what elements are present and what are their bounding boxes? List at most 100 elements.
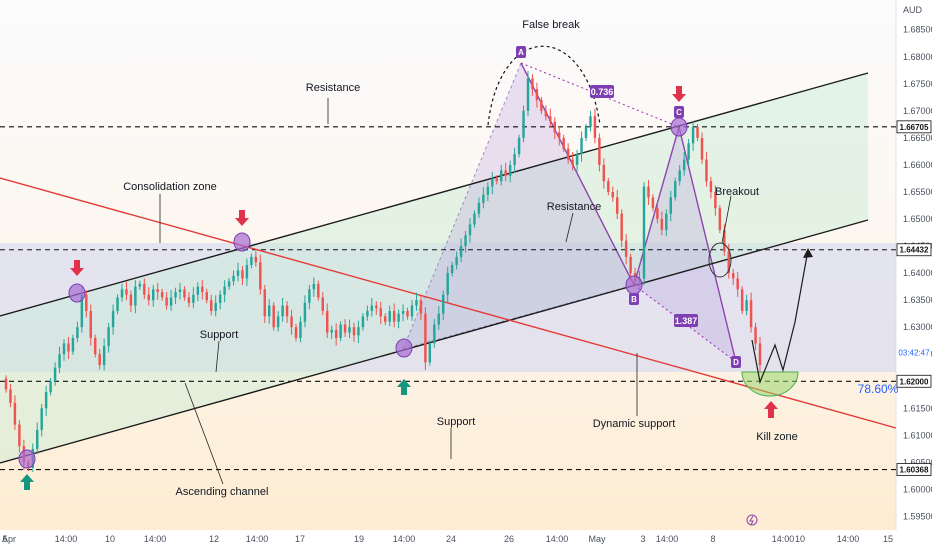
- candle-body: [272, 305, 275, 328]
- harmonic-point-badge: [674, 106, 684, 118]
- red-up-arrow-icon: [764, 401, 778, 418]
- countdown-label: 03:42:47: [898, 349, 930, 358]
- candle-body: [424, 313, 427, 363]
- candle-body: [192, 294, 195, 303]
- candle-body: [40, 408, 43, 430]
- level-tag-label: 1.62000: [900, 377, 929, 386]
- price-level-tags: 1.66705 1.64432 1.62000 1.60368 03:42:47: [896, 120, 932, 476]
- candle-body: [745, 300, 748, 311]
- price-tick-label: 1.66500: [903, 133, 932, 143]
- candle-body: [727, 251, 730, 274]
- price-tick-label: 1.59500: [903, 511, 932, 521]
- candle-body: [486, 186, 490, 195]
- candle-body: [138, 283, 142, 287]
- candle-body: [669, 197, 672, 214]
- candle-body: [624, 240, 628, 257]
- candle-body: [696, 127, 699, 138]
- candle-body: [642, 186, 646, 279]
- candle-body: [736, 278, 739, 290]
- time-tick-label: 14:00: [837, 534, 860, 544]
- candle-body: [397, 313, 400, 322]
- candle-body: [651, 197, 655, 209]
- candle-body: [71, 338, 75, 352]
- candle-body: [437, 313, 440, 325]
- candle-body: [375, 305, 378, 309]
- candle-body: [700, 137, 704, 160]
- candle-body: [67, 343, 70, 352]
- touch-circle: [395, 338, 413, 358]
- candle-body: [504, 170, 507, 176]
- false-break-arc: [487, 45, 601, 126]
- touch-circle: [68, 283, 86, 303]
- support-label-upper: Support: [200, 329, 239, 341]
- candle-body: [406, 310, 409, 317]
- candle-body: [290, 316, 293, 328]
- harmonic-point-label: A: [518, 48, 524, 57]
- candle-body: [473, 213, 476, 225]
- candle-body: [629, 256, 632, 274]
- candle-body: [526, 78, 530, 111]
- candle-body: [116, 297, 119, 311]
- harmonic-point-badge: [516, 46, 526, 58]
- candle-body: [317, 283, 320, 298]
- candle-body: [205, 292, 208, 301]
- candle-body: [709, 181, 713, 192]
- candle-body: [598, 137, 601, 165]
- time-tick-label: 26: [504, 534, 514, 544]
- candle-body: [379, 308, 382, 317]
- level-tag-label: 1.64432: [900, 246, 929, 255]
- candle-body: [415, 300, 418, 306]
- candle-body: [674, 181, 677, 198]
- time-tick-label: 24: [446, 534, 456, 544]
- candle-body: [535, 89, 539, 101]
- candle-body: [508, 164, 512, 176]
- candle-body: [723, 229, 726, 252]
- candle-body: [339, 324, 342, 339]
- candle-body: [236, 270, 240, 276]
- candle-body: [544, 110, 548, 117]
- candle-body: [446, 273, 449, 295]
- teal-up-arrow-icon: [20, 474, 34, 490]
- candle-body: [321, 297, 324, 311]
- false-break-label: False break: [522, 19, 580, 31]
- candle-body: [500, 170, 503, 182]
- price-tick-label: 1.60500: [903, 457, 932, 467]
- candle-body: [245, 265, 249, 279]
- candle-body: [227, 281, 231, 287]
- fib-level-label: 78.60%: [858, 382, 899, 396]
- candle-body: [98, 354, 101, 366]
- kill-zone-label: Kill zone: [756, 431, 798, 443]
- candle-body: [44, 392, 48, 409]
- candle-body: [602, 164, 606, 182]
- candle-body: [259, 262, 262, 290]
- lightning-icon[interactable]: [746, 514, 758, 526]
- candle-body: [4, 378, 8, 390]
- candle-body: [540, 100, 543, 111]
- touch-points: [18, 117, 688, 469]
- price-tick-label: 1.63000: [903, 322, 932, 332]
- time-tick-label: 14:00: [246, 534, 269, 544]
- candle-body: [553, 121, 556, 133]
- price-tick-label: 1.64000: [903, 268, 932, 278]
- candle-body: [616, 197, 619, 214]
- candle-body: [147, 294, 150, 301]
- time-tick-label: 10: [795, 534, 805, 544]
- level-tag-box: [896, 120, 932, 134]
- candle-body: [36, 429, 39, 449]
- price-tick-label: 1.63500: [903, 295, 932, 305]
- level-tag-box: [896, 243, 932, 257]
- candle-body: [468, 224, 472, 236]
- harmonic-point-label: C: [676, 108, 682, 117]
- candle-body: [714, 191, 717, 209]
- candle-body: [174, 292, 177, 298]
- ratio-badge: [674, 314, 698, 327]
- time-tick-label: 14:00: [656, 534, 679, 544]
- candle-body: [607, 181, 610, 192]
- price-tick-label: 1.67500: [903, 79, 932, 89]
- candle-body: [263, 289, 266, 317]
- ratio-label: 0.736: [591, 87, 614, 97]
- price-tick-label: 1.66000: [903, 160, 932, 170]
- candle-body: [549, 116, 552, 122]
- candle-body: [665, 213, 668, 230]
